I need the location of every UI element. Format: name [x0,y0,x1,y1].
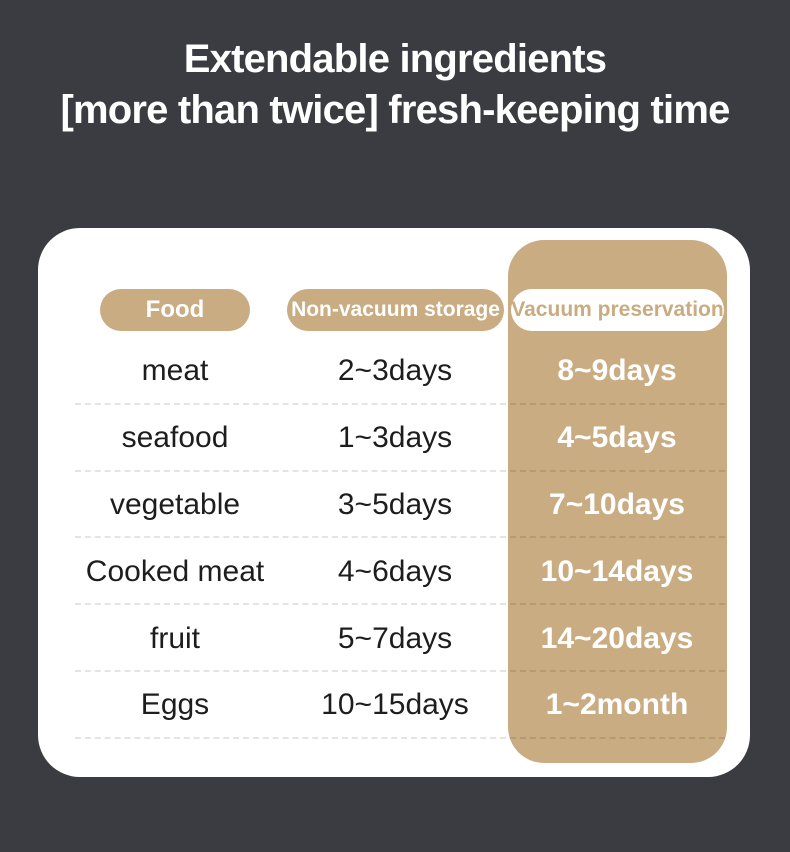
table-row-cooked-meat: Cooked meat 4~6days 10~14days [38,538,750,606]
header-food: Food [100,289,250,331]
food-name: seafood [121,421,229,455]
comparison-table-card: Food Non-vacuum storage Vacuum preservat… [38,228,750,777]
table-row-fruit: fruit 5~7days 14~20days [38,605,750,672]
food-name: Cooked meat [85,554,265,588]
row-divider-tan [510,402,725,405]
title-line-1: Extendable ingredients [183,37,607,81]
vacuum-value: 1~2month [545,688,689,722]
row-divider [75,736,506,739]
food-name: Eggs [140,688,210,722]
header-vacuum-preservation: Vacuum preservation [511,289,724,331]
non-vacuum-value: 2~3days [337,354,453,388]
title-line-2: [more than twice] fresh-keeping time [60,88,730,132]
row-divider-tan [510,736,725,739]
table-row-vegetable: vegetable 3~5days 7~10days [38,472,750,539]
non-vacuum-value: 1~3days [337,421,453,455]
header-non-vacuum-storage: Non-vacuum storage [287,289,504,331]
non-vacuum-value: 5~7days [337,621,453,655]
row-divider-tan [510,536,725,539]
food-name: fruit [149,621,201,655]
vacuum-value: 8~9days [557,354,677,388]
row-divider-tan [510,669,725,672]
page-title: Extendable ingredients [more than twice]… [0,34,790,136]
vacuum-value: 4~5days [557,421,677,455]
food-name: meat [141,354,209,388]
row-divider [75,469,506,472]
vacuum-value: 14~20days [540,621,694,655]
table-row-seafood: seafood 1~3days 4~5days [38,405,750,472]
row-divider [75,536,506,539]
row-divider [75,402,506,405]
table-row-meat: meat 2~3days 8~9days [38,338,750,405]
non-vacuum-value: 10~15days [321,688,469,722]
row-divider [75,669,506,672]
non-vacuum-value: 4~6days [337,554,453,588]
row-divider [75,603,506,606]
vacuum-value: 7~10days [549,487,685,521]
row-divider-tan [510,469,725,472]
row-divider-tan [510,603,725,606]
vacuum-value: 10~14days [540,554,694,588]
food-name: vegetable [109,487,241,521]
non-vacuum-value: 3~5days [337,487,453,521]
table-rows: meat 2~3days 8~9days seafood 1~3days 4~5… [38,338,750,739]
table-row-eggs: Eggs 10~15days 1~2month [38,672,750,739]
